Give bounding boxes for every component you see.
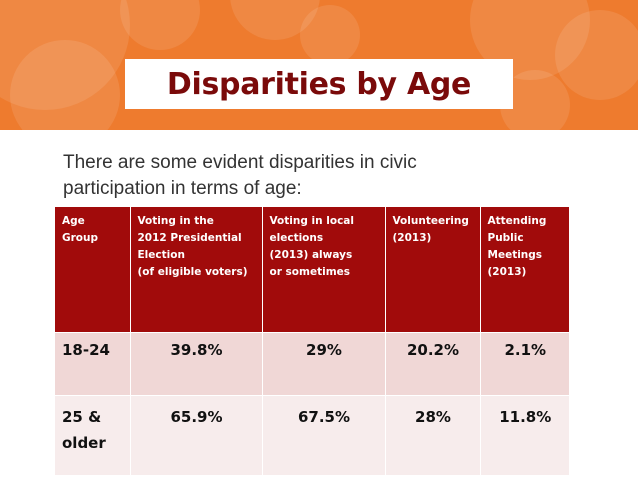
cell-public-meetings-2013: 11.8% (479, 394, 569, 475)
cell-public-meetings-2013: 2.1% (479, 331, 569, 395)
cell-local-elections-2013: 29% (261, 331, 385, 395)
cell-presidential-2012: 39.8% (129, 331, 262, 395)
cell-volunteering-2013: 20.2% (384, 331, 480, 395)
title-box: Disparities by Age (125, 59, 513, 109)
cell-presidential-2012: 65.9% (129, 394, 262, 475)
table-row: 25 & older 65.9% 67.5% 28% 11.8% (55, 394, 569, 475)
cell-age-group: 25 & older (55, 394, 130, 475)
header-banner: Disparities by Age (0, 0, 638, 130)
age-disparities-table: Age Group Voting in the 2012 Presidential E… (55, 207, 569, 475)
slide-title: Disparities by Age (166, 66, 472, 102)
intro-text: There are some evident disparities in ci… (63, 152, 417, 199)
header-public-meetings-2013: Attending Public Meetings (2013) (479, 207, 569, 332)
header-local-elections-2013: Voting in local elections (2013) always or … (261, 207, 385, 332)
cell-local-elections-2013: 67.5% (261, 394, 385, 475)
decorative-circle (555, 10, 638, 100)
decorative-circle (300, 5, 360, 65)
table-header-row: Age Group Voting in the 2012 Presidential E… (55, 207, 569, 332)
decorative-circle (10, 40, 120, 130)
header-presidential-2012: Voting in the 2012 Presidential Election (o… (129, 207, 262, 332)
header-age-group: Age Group (55, 207, 130, 332)
cell-age-group: 18-24 (55, 331, 130, 395)
header-volunteering-2013: Volunteering (2013) (384, 207, 480, 332)
decorative-circle (120, 0, 200, 50)
cell-volunteering-2013: 28% (384, 394, 480, 475)
table-row: 18-24 39.8% 29% 20.2% 2.1% (55, 331, 569, 395)
